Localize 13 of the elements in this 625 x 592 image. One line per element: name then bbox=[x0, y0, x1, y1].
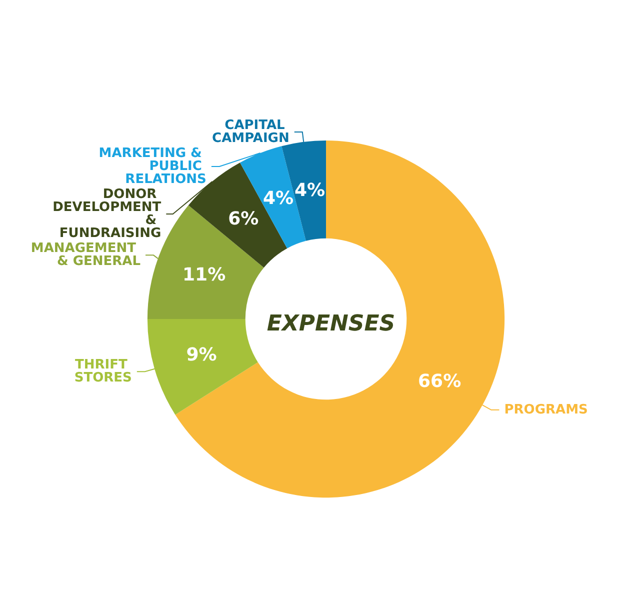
slice-label: THRIFT STORES bbox=[74, 358, 132, 386]
data-label: 66% bbox=[418, 370, 462, 392]
slice-label: MARKETING & PUBLIC RELATIONS bbox=[98, 146, 206, 187]
data-label: 4% bbox=[294, 180, 326, 201]
slice-label: DONOR DEVELOPMENT & FUNDRAISING bbox=[52, 186, 162, 241]
slice-label: PROGRAMS bbox=[504, 402, 588, 418]
slice-label: MANAGEMENT & GENERAL bbox=[30, 241, 140, 270]
data-label: 6% bbox=[228, 208, 259, 230]
data-label: 11% bbox=[182, 264, 226, 286]
data-label: 9% bbox=[186, 344, 217, 366]
data-label: 4% bbox=[263, 188, 294, 210]
text: EXPENSES bbox=[266, 312, 396, 337]
slice-label: CAPITAL CAMPAIGN bbox=[212, 118, 290, 146]
